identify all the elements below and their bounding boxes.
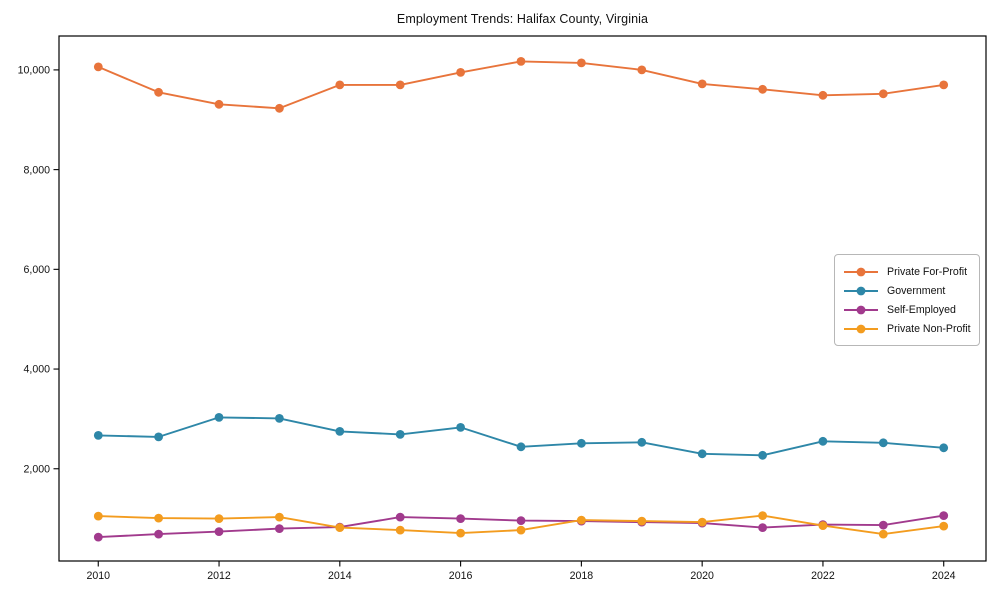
data-point-private-non-profit — [275, 512, 284, 522]
legend-label-government: Government — [887, 284, 946, 297]
data-point-private-non-profit — [93, 511, 103, 521]
y-tick-label: 6,000 — [23, 264, 50, 276]
data-point-government — [516, 442, 526, 452]
data-point-government — [878, 438, 888, 448]
data-point-private-for-profit — [214, 99, 224, 109]
x-tick-label: 2018 — [570, 570, 594, 582]
data-point-self-employed — [758, 523, 767, 532]
data-point-private-for-profit — [818, 90, 828, 100]
data-point-private-non-profit — [214, 514, 224, 523]
data-point-private-non-profit — [878, 529, 888, 539]
x-tick-label: 2022 — [811, 570, 835, 582]
data-point-self-employed — [456, 514, 465, 523]
x-tick-label: 2016 — [449, 570, 473, 582]
series-line-private-for-profit — [97, 60, 944, 110]
data-point-government — [395, 430, 405, 439]
legend-marker-private-non-profit — [844, 324, 878, 333]
data-point-self-employed — [93, 532, 103, 542]
legend: Private For-Profit Government Self-Employe… — [834, 254, 980, 346]
data-point-private-non-profit — [154, 513, 164, 523]
data-point-government — [214, 413, 224, 422]
x-tick-label: 2014 — [328, 570, 352, 582]
data-point-private-non-profit — [516, 525, 526, 535]
data-point-government — [758, 450, 767, 460]
x-tick-label: 2024 — [932, 570, 956, 582]
data-point-private-for-profit — [275, 103, 284, 113]
data-point-private-for-profit — [456, 68, 465, 77]
data-point-private-for-profit — [395, 80, 405, 90]
data-point-private-for-profit — [516, 57, 526, 66]
data-point-private-for-profit — [335, 80, 345, 90]
data-point-private-non-profit — [697, 517, 707, 527]
legend-item-private-non-profit: Private Non-Profit — [843, 319, 971, 338]
legend-item-self-employed: Self-Employed — [843, 300, 971, 319]
data-point-government — [697, 449, 707, 459]
legend-marker-self-employed — [844, 305, 878, 314]
legend-label-self-employed: Self-Employed — [887, 303, 956, 316]
data-point-private-for-profit — [939, 80, 949, 90]
data-point-self-employed — [214, 527, 224, 536]
data-point-government — [939, 443, 949, 453]
y-tick-label: 4,000 — [23, 364, 50, 376]
data-point-private-non-profit — [577, 515, 586, 525]
y-tick-label: 10,000 — [18, 65, 51, 77]
legend-item-government: Government — [843, 281, 971, 300]
data-point-self-employed — [939, 511, 949, 520]
x-tick-label: 2010 — [86, 570, 110, 582]
y-tick-label: 8,000 — [23, 164, 50, 176]
data-point-private-for-profit — [758, 84, 767, 94]
data-point-government — [456, 423, 465, 432]
legend-item-private-for-profit: Private For-Profit — [843, 262, 971, 281]
x-tick-label: 2012 — [207, 570, 231, 582]
y-tick-label: 2,000 — [23, 463, 50, 475]
data-point-private-non-profit — [456, 528, 465, 538]
data-point-private-for-profit — [577, 58, 586, 68]
data-point-government — [818, 436, 828, 446]
data-point-self-employed — [878, 520, 888, 530]
data-point-private-for-profit — [878, 89, 888, 99]
data-point-self-employed — [516, 516, 526, 525]
data-point-self-employed — [395, 512, 405, 522]
data-point-private-for-profit — [154, 87, 164, 97]
legend-label-private-non-profit: Private Non-Profit — [887, 322, 971, 335]
data-point-private-for-profit — [697, 79, 707, 89]
data-point-private-non-profit — [939, 521, 949, 531]
data-point-government — [154, 432, 164, 442]
data-point-self-employed — [154, 529, 164, 539]
legend-marker-government — [844, 286, 878, 295]
x-tick-label: 2020 — [690, 570, 714, 582]
data-point-self-employed — [275, 524, 284, 533]
data-point-private-for-profit — [637, 65, 647, 75]
plot-area-border — [58, 35, 987, 562]
data-point-government — [577, 438, 586, 448]
data-point-government — [335, 427, 345, 436]
data-point-private-non-profit — [758, 511, 767, 520]
data-point-private-non-profit — [637, 516, 647, 526]
data-point-private-non-profit — [395, 525, 405, 535]
chart-title: Employment Trends: Halifax County, Virgi… — [396, 12, 649, 26]
legend-marker-private-for-profit — [844, 267, 878, 276]
legend-label-private-for-profit: Private For-Profit — [887, 265, 968, 278]
data-point-private-non-profit — [335, 523, 345, 532]
data-point-private-for-profit — [93, 62, 103, 72]
data-point-government — [275, 414, 284, 423]
data-point-government — [637, 437, 647, 447]
data-point-private-non-profit — [818, 521, 828, 530]
data-point-government — [93, 431, 103, 440]
